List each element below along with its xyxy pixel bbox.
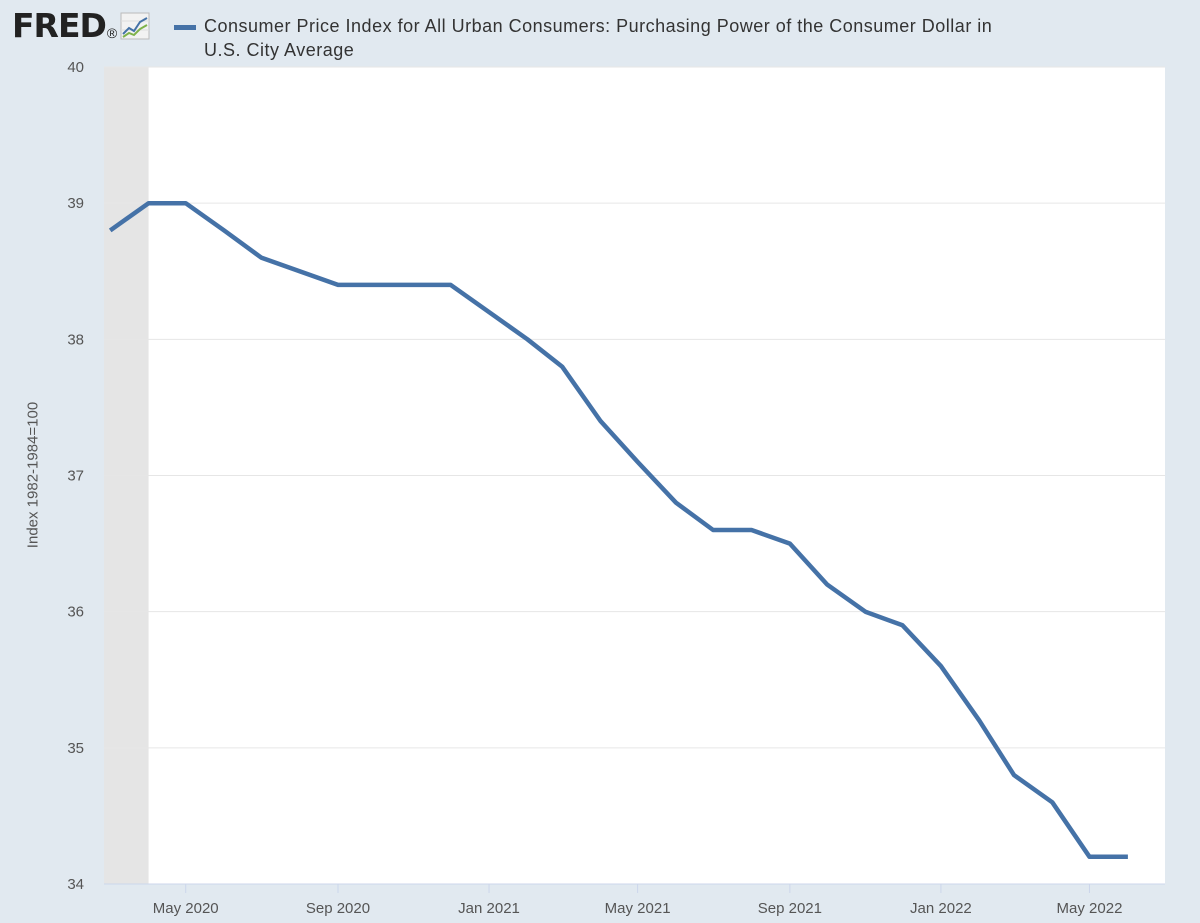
x-tick-label: Jan 2021: [458, 900, 520, 917]
x-tick-label: May 2020: [153, 900, 219, 917]
y-tick-label: 36: [67, 604, 84, 621]
x-tick-label: May 2022: [1057, 900, 1123, 917]
y-tick-label: 37: [67, 468, 84, 485]
y-tick-label: 39: [67, 195, 84, 212]
fred-logo[interactable]: FRED ®: [12, 6, 150, 45]
x-tick-label: May 2021: [605, 900, 671, 917]
series-line: [108, 200, 1128, 860]
legend-swatch: [174, 25, 196, 30]
y-tick-label: 35: [67, 740, 84, 757]
y-tick-label: 40: [67, 59, 84, 76]
registered-mark: ®: [106, 24, 118, 41]
legend-series-label: Consumer Price Index for All Urban Consu…: [204, 16, 993, 60]
x-tick-label: Sep 2020: [306, 900, 370, 917]
line-chart-icon: [120, 12, 150, 39]
y-tick-label: 34: [67, 876, 84, 893]
x-tick-label: Sep 2021: [758, 900, 822, 917]
y-tick-label: 38: [67, 331, 84, 348]
fred-logo-text: FRED: [12, 6, 107, 45]
chart-header: FRED ® Consumer Price Index for All Urba…: [0, 0, 1200, 66]
x-tick-label: Jan 2022: [910, 900, 972, 917]
